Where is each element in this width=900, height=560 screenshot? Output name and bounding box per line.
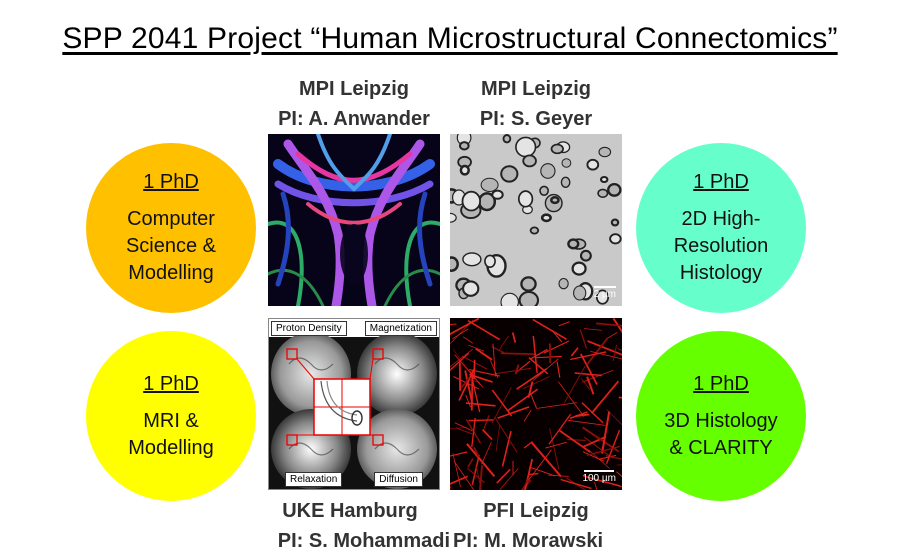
proton-density-label: Proton Density <box>271 321 347 336</box>
scale-bar: 2 µm <box>594 286 616 300</box>
magnetization-label: Magnetization <box>364 321 437 336</box>
scale-bar: 100 µm <box>582 470 616 484</box>
pi-footer-mohammadi: PI: S. Mohammadi <box>230 526 452 556</box>
pi-label: PI: A. Anwander <box>278 108 430 130</box>
diffusion-label: Diffusion <box>374 472 423 487</box>
phd-circle-mri: 1 PhD MRI & Modelling <box>86 331 256 501</box>
circle-line: 3D Histology <box>664 409 778 432</box>
institute-label: UKE Hamburg <box>282 500 418 522</box>
pi-label: PI: S. Geyer <box>479 108 593 130</box>
clarity-fiber-image: 100 µm <box>450 318 622 490</box>
tractography-image <box>268 134 440 306</box>
scale-bar-label: 2 µm <box>593 289 616 300</box>
relaxation-label: Relaxation <box>285 472 343 487</box>
circle-line: 2D High- <box>681 208 761 230</box>
institute-label: MPI Leipzig <box>299 78 409 100</box>
phd-circle-2d-histology: 1 PhD 2D High- Resolution Histology <box>636 143 806 313</box>
phd-label: 1 PhD <box>143 171 199 193</box>
mri-maps-image: Proton Density Magnetization Relaxation … <box>268 318 440 490</box>
pi-footer-morawski: PI: M. Morawski <box>453 526 625 556</box>
phd-circle-computer-science: 1 PhD Computer Science & Modelling <box>86 143 256 313</box>
phd-circle-3d-histology: 1 PhD 3D Histology & CLARITY <box>636 331 806 501</box>
lab-header-geyer: MPI Leipzig PI: S. Geyer <box>450 74 622 134</box>
histology-micrograph: 2 µm <box>450 134 622 306</box>
circle-line: Resolution <box>673 235 769 257</box>
lab-header-anwander: MPI Leipzig PI: A. Anwander <box>268 74 440 134</box>
institute-label: PFI Leipzig <box>483 500 589 522</box>
circle-line: Histology <box>679 262 763 284</box>
circle-line: Computer <box>127 208 215 230</box>
phd-label: 1 PhD <box>143 372 199 395</box>
circle-line: Modelling <box>128 262 214 284</box>
pi-label: PI: M. Morawski <box>453 530 604 552</box>
circle-line: Modelling <box>128 436 214 459</box>
scale-bar-label: 100 µm <box>582 473 616 484</box>
institute-label: MPI Leipzig <box>481 78 591 100</box>
circle-line: MRI & <box>143 409 199 432</box>
circle-line: Science & <box>125 235 217 257</box>
lab-footer-mohammadi: UKE Hamburg <box>240 496 460 526</box>
lab-footer-morawski: PFI Leipzig <box>450 496 622 526</box>
phd-label: 1 PhD <box>693 171 749 193</box>
page-title: SPP 2041 Project “Human Microstructural … <box>62 22 838 55</box>
phd-label: 1 PhD <box>693 372 749 395</box>
pi-label: PI: S. Mohammadi <box>277 530 450 552</box>
circle-line: & CLARITY <box>669 436 773 459</box>
